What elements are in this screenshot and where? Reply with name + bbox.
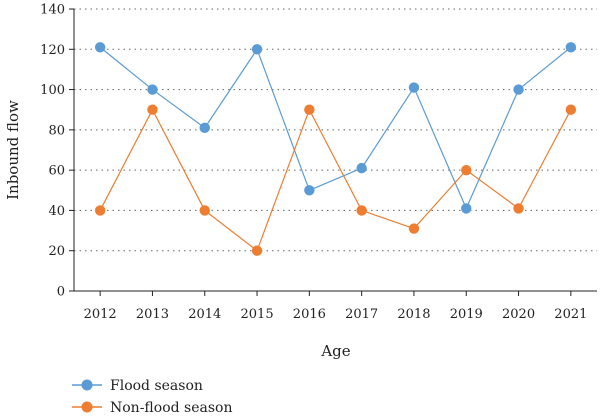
x-tick-label: 2017 [345,307,378,322]
legend-item-flood: Flood season [72,378,203,394]
series-line [99,108,572,252]
x-axis-label: Age [320,342,350,360]
y-tick-label: 60 [48,164,65,179]
y-tick-label: 40 [48,204,65,219]
data-point [199,122,210,134]
y-tick-label: 140 [40,3,65,18]
legend-marker-flood [81,379,93,391]
data-point [304,104,315,115]
data-point [147,104,158,115]
data-point [356,162,367,174]
legend-marker-non-flood [81,401,93,413]
x-tick-label: 2018 [397,307,430,322]
y-tick-label: 80 [48,123,65,138]
data-point [251,44,263,55]
legend-label-flood: Flood season [110,378,203,394]
data-point [251,245,263,256]
data-point [356,205,367,216]
x-tick-label: 2019 [450,307,483,322]
data-point [513,203,524,214]
data-point [408,82,420,93]
x-tick-label: 2012 [84,307,117,322]
legend-label-non-flood: Non-flood season [110,400,232,416]
y-tick-label: 120 [40,43,65,58]
data-point [94,205,106,216]
x-tick-label: 2016 [293,307,326,322]
x-tick-label: 2015 [241,307,274,322]
x-tick-label: 2020 [502,307,535,322]
legend: Flood season Non-flood season [72,378,232,416]
y-tick-labels: 0 20 40 60 80 100 120 140 [40,3,65,300]
x-tick-label: 2013 [136,307,169,322]
data-point [461,203,472,214]
y-tick-label: 0 [57,285,65,300]
series-non-flood-season [94,104,577,256]
data-point [565,104,577,115]
y-axis-label: Inbound flow [4,100,22,200]
data-point [199,205,210,216]
gridlines [74,8,597,252]
data-point [408,223,420,234]
data-point [304,185,315,196]
legend-item-non-flood: Non-flood season [72,400,232,416]
series-group [94,42,577,256]
x-tick-label: 2014 [188,307,221,322]
x-tick-label: 2021 [554,307,587,322]
axes [69,8,597,296]
x-tick-labels: 2012 2013 2014 2015 2016 2017 2018 2019 2020 2021 [84,307,588,322]
data-point [94,42,106,53]
data-point [513,84,524,95]
data-point [565,42,577,53]
data-point [461,164,472,176]
y-tick-label: 20 [48,244,65,259]
data-point [147,84,158,95]
series-line [99,46,572,210]
series-flood-season [94,42,577,214]
y-tick-label: 100 [40,83,65,98]
